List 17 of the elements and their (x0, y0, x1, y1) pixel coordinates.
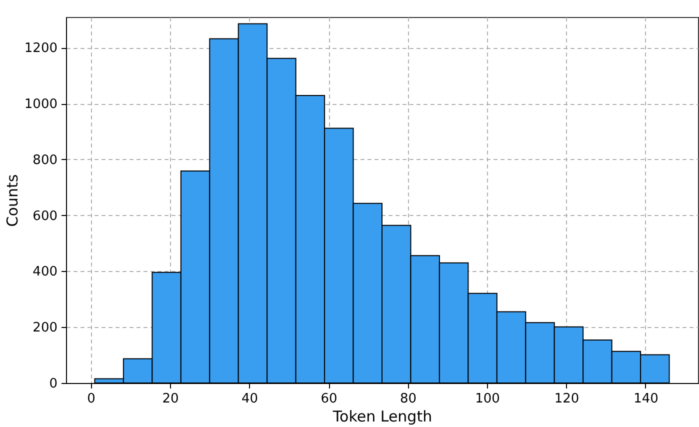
x-tick-label: 60 (320, 392, 338, 406)
x-tick-label: 80 (400, 392, 417, 406)
y-tick-label: 200 (32, 320, 58, 336)
x-axis-title: Token Length (332, 408, 432, 426)
x-tick-label: 40 (241, 392, 258, 406)
x-tick-label: 20 (162, 392, 179, 406)
x-tick-label: 0 (87, 392, 96, 406)
y-tick-label: 800 (32, 152, 58, 168)
y-axis-title: Counts (3, 174, 22, 227)
y-tick-label: 400 (32, 264, 58, 280)
y-tick-label: 0 (49, 376, 58, 392)
y-tick-label: 1200 (24, 41, 58, 56)
x-tick-label: 120 (554, 392, 580, 406)
y-tick-label: 1000 (24, 97, 58, 112)
x-tick-label: 140 (634, 392, 658, 406)
y-tick-label: 600 (32, 208, 58, 224)
x-tick-label: 100 (475, 392, 500, 406)
